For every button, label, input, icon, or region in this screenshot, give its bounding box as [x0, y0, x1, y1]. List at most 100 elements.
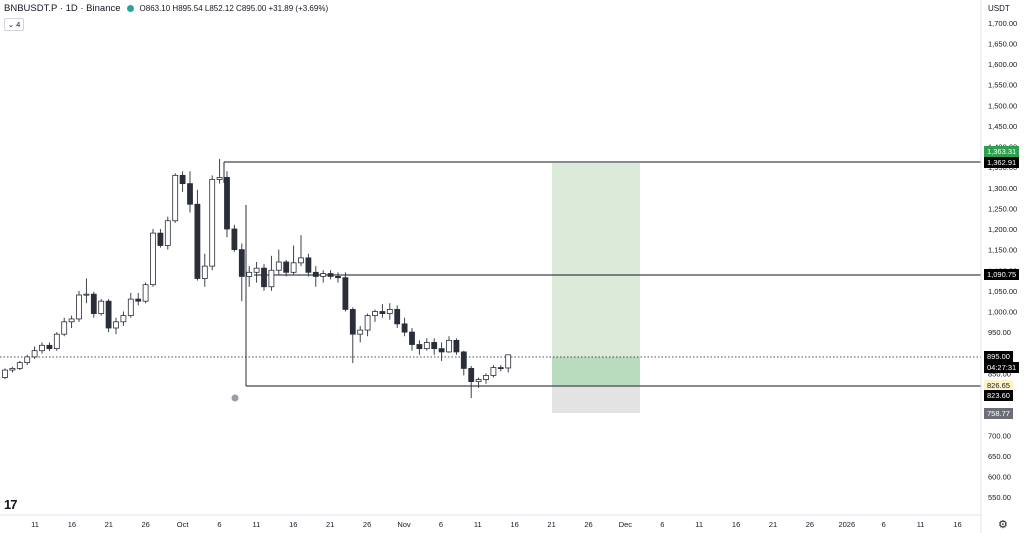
- bull-candle: [483, 375, 489, 380]
- bull-candle: [24, 356, 31, 364]
- market-open-icon: [126, 5, 134, 12]
- bear-candle: [468, 368, 475, 383]
- time-tick-label: 6: [217, 520, 221, 529]
- stop-zone: [552, 385, 640, 413]
- tradingview-logo[interactable]: 17: [4, 497, 18, 512]
- bear-candle: [283, 261, 290, 273]
- bull-candle: [386, 309, 393, 314]
- bull-candle: [39, 344, 45, 352]
- bull-candle: [76, 294, 82, 320]
- time-tick-label: 11: [474, 520, 482, 529]
- bear-candle: [231, 228, 238, 251]
- time-tick-label: 6: [882, 520, 886, 529]
- time-tick-label: 6: [439, 520, 443, 529]
- price-tick-label: 1,200.00: [988, 225, 1017, 234]
- price-tick-label: 850.00: [988, 369, 1011, 378]
- bull-candle: [246, 271, 253, 277]
- price-axis-ticks: 1,700.00 1,650.00 1,600.00 1,550.00 1,500.00…: [988, 19, 1017, 502]
- bull-candle: [357, 329, 364, 335]
- top-line-price-tag: 1,362.91: [984, 157, 1020, 168]
- price-tick-label: 1,650.00: [988, 39, 1017, 48]
- bear-candle: [335, 276, 341, 279]
- bull-candle: [423, 342, 430, 350]
- bear-candle: [90, 293, 97, 314]
- time-axis-labels: 11 16 21 26 Oct 6 11 16 21 26 Nov 6 11 16 21 26 Dec 6 11 16…: [31, 520, 962, 529]
- price-tick-label: 700.00: [988, 431, 1011, 440]
- time-tick-label: Nov: [397, 520, 411, 529]
- bear-candle: [194, 203, 201, 279]
- bull-candle: [505, 354, 512, 369]
- bull-candle: [201, 265, 208, 279]
- bull-candle: [290, 262, 297, 273]
- mid-line-price-tag: 1,090.75: [984, 269, 1020, 280]
- bull-candle: [164, 220, 171, 246]
- bull-candle: [320, 273, 327, 277]
- long-position-tool[interactable]: [552, 163, 640, 413]
- bear-candle: [327, 273, 334, 277]
- bear-candle: [305, 257, 312, 273]
- time-tick-label: 11: [917, 520, 925, 529]
- entry-profit-fill: [552, 357, 640, 385]
- time-tick-label: 26: [363, 520, 371, 529]
- gear-icon[interactable]: ⚙: [998, 519, 1008, 531]
- time-tick-label: 16: [289, 520, 297, 529]
- time-tick-label: 11: [695, 520, 703, 529]
- time-tick-label: 6: [660, 520, 664, 529]
- bar-countdown: 04:27:31: [984, 362, 1020, 373]
- bull-candle: [372, 311, 378, 317]
- price-tick-label: 600.00: [988, 473, 1011, 482]
- price-tick-label: 1,050.00: [988, 287, 1017, 296]
- price-tick-label: 650.00: [988, 452, 1011, 461]
- price-tick-label: 1,500.00: [988, 101, 1017, 110]
- bull-candle: [475, 379, 482, 383]
- bull-candle: [31, 350, 38, 358]
- target-price-tag: 1,363.31: [984, 146, 1020, 157]
- bear-candle: [401, 323, 408, 333]
- bear-candle: [157, 232, 164, 246]
- drawing-lines[interactable]: [0, 161, 981, 387]
- event-marker-icon[interactable]: [231, 394, 239, 402]
- bull-candle: [2, 369, 8, 378]
- bull-candle: [150, 232, 156, 286]
- bull-candle: [298, 257, 304, 264]
- bull-candle: [53, 333, 60, 350]
- time-tick-label: 26: [142, 520, 150, 529]
- chevron-down-icon: ⌄: [7, 20, 15, 29]
- bull-candle: [172, 174, 179, 222]
- time-tick-label: 21: [105, 520, 113, 529]
- price-tick-label: 1,700.00: [988, 19, 1017, 28]
- bull-candle: [16, 362, 23, 369]
- bear-candle: [224, 177, 230, 230]
- bear-candle: [261, 267, 267, 288]
- bull-candle: [253, 267, 260, 273]
- currency-label[interactable]: USDT: [988, 4, 1010, 13]
- symbol-title[interactable]: BNBUSDT.P · 1D · Binance: [4, 3, 121, 14]
- indicator-count: 4: [16, 20, 21, 29]
- bull-candle: [268, 269, 275, 288]
- last-price-tag: 895.00: [984, 351, 1013, 362]
- price-tick-label: 1,250.00: [988, 204, 1017, 213]
- indicators-toggle[interactable]: ⌄ 4: [4, 18, 24, 31]
- price-tick-label: 1,000.00: [988, 308, 1017, 317]
- bear-candle: [497, 367, 504, 370]
- bull-candle: [9, 368, 16, 371]
- time-tick-label: 11: [31, 520, 39, 529]
- price-tick-label: 1,450.00: [988, 122, 1017, 131]
- bear-candle: [135, 298, 142, 302]
- time-tick-label: 21: [547, 520, 555, 529]
- bull-candle: [83, 293, 90, 296]
- bull-candle: [113, 321, 119, 329]
- time-tick-label: Oct: [177, 520, 190, 529]
- bear-candle: [453, 339, 460, 353]
- bear-candle: [394, 309, 401, 325]
- stop-price-tag: 758.77: [984, 408, 1013, 419]
- bull-candle: [98, 300, 105, 314]
- bear-candle: [46, 344, 53, 350]
- bear-candle: [179, 174, 186, 185]
- bull-candle: [490, 367, 497, 376]
- bull-candle: [120, 315, 127, 323]
- bull-candle: [364, 315, 371, 331]
- time-tick-label: 26: [584, 520, 592, 529]
- time-tick-label: 16: [953, 520, 961, 529]
